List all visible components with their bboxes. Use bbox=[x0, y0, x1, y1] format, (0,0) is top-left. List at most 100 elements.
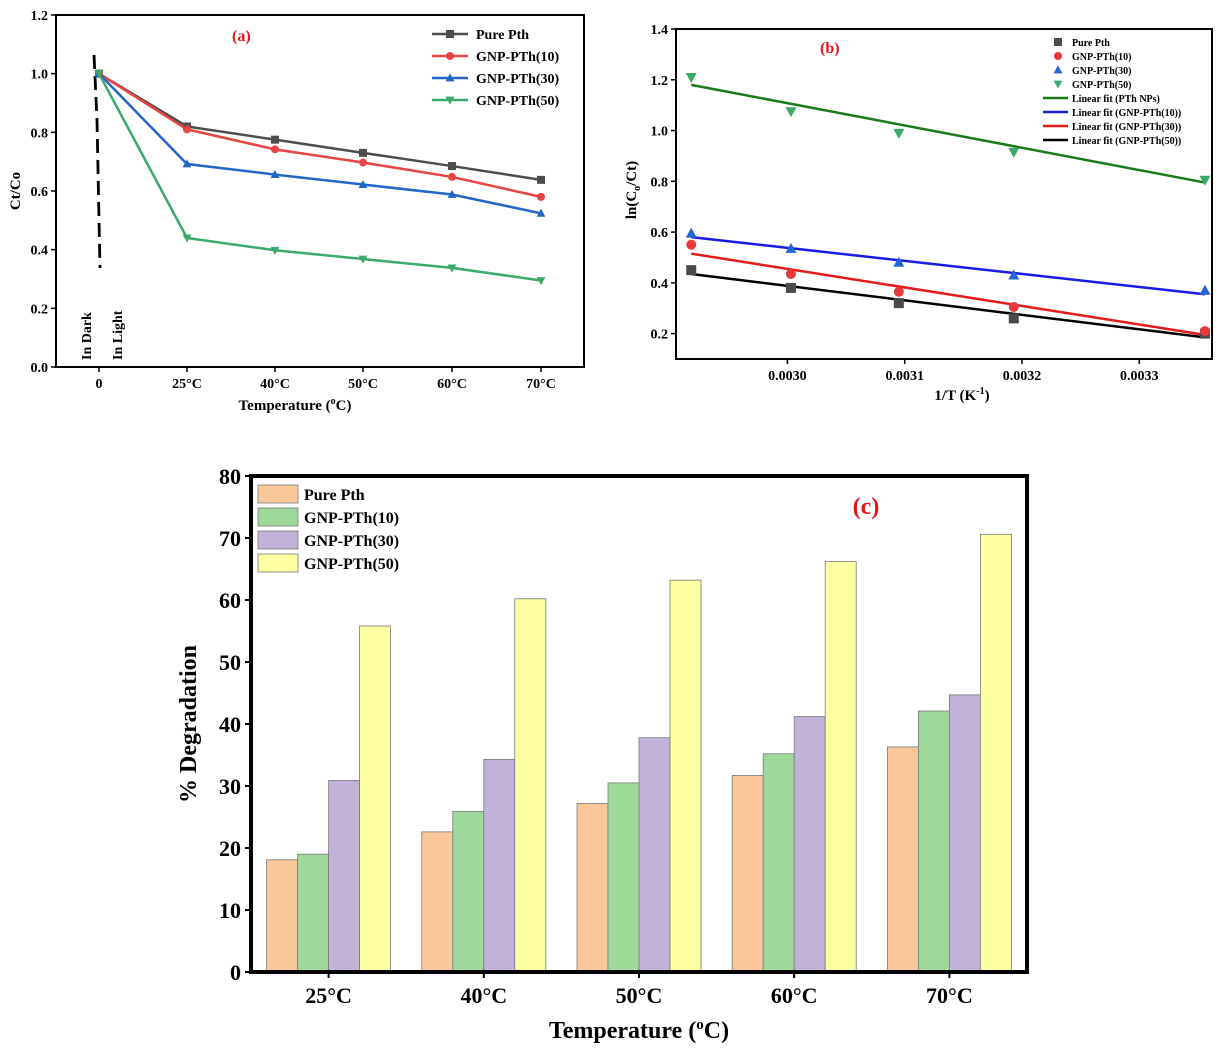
y-tick-label-c: 10 bbox=[219, 898, 241, 923]
y-tick-label-c: 0 bbox=[230, 960, 241, 985]
legend-label: Linear fit (GNP-PTh(10)) bbox=[1072, 108, 1181, 119]
legend-label: GNP-PTh(10) bbox=[1072, 52, 1131, 63]
data-point bbox=[685, 72, 697, 83]
y-tick-label-c: 70 bbox=[219, 526, 241, 551]
y-tick-label-a: 1.0 bbox=[31, 68, 49, 83]
bar-gnp-pth-50 bbox=[824, 561, 857, 973]
y-tick-label-b: 1.2 bbox=[651, 74, 669, 89]
bar-gnp-pth-30 bbox=[638, 737, 671, 973]
y-tick-label-c: 80 bbox=[219, 464, 241, 489]
x-axis-title-a: Temperature (oC) bbox=[239, 396, 352, 414]
bar-gnp-pth-10 bbox=[297, 853, 330, 973]
x-tick-label-a: 50°C bbox=[348, 377, 378, 392]
data-point bbox=[448, 162, 456, 171]
bar-gnp-pth-50 bbox=[514, 598, 547, 973]
series-a-gnp-pth-30 bbox=[94, 69, 546, 217]
data-point bbox=[359, 148, 367, 157]
bar-gnp-pth-10 bbox=[452, 811, 485, 973]
bar-pure-pth bbox=[731, 775, 764, 973]
data-point bbox=[1199, 326, 1210, 337]
data-point bbox=[893, 128, 905, 139]
series-line bbox=[97, 73, 542, 282]
legend-marker bbox=[1054, 38, 1062, 46]
y-axis-title-b: ln(Co/Ct) bbox=[624, 161, 643, 219]
data-point bbox=[686, 239, 697, 250]
series-line bbox=[98, 72, 542, 199]
panel-label-a: (a) bbox=[232, 28, 251, 45]
chart-b: 0.2 0.4 0.6 0.8 1.0 1.2 1.4 0.0030 0.0031 0.0032 0… bbox=[624, 23, 1213, 404]
data-point bbox=[447, 189, 457, 198]
data-point bbox=[358, 179, 368, 188]
data-point bbox=[536, 208, 546, 217]
x-tick-label-c: 40°C bbox=[460, 983, 507, 1008]
y-tick-label-b: 0.6 bbox=[651, 226, 669, 241]
legend-marker bbox=[1054, 52, 1062, 60]
y-tick-label-c: 30 bbox=[219, 774, 241, 799]
bar-gnp-pth-10 bbox=[607, 782, 640, 973]
legend-label: Linear fit (GNP-PTh(50)) bbox=[1072, 136, 1181, 147]
y-tick-label-c: 50 bbox=[219, 650, 241, 675]
fit-line-linear-fit-gnp-pth-50 bbox=[691, 272, 1206, 339]
data-point bbox=[893, 298, 904, 309]
bar-gnp-pth-30 bbox=[483, 758, 516, 973]
x-tick-label-a: 70°C bbox=[526, 377, 556, 392]
legend-a: Pure Pth GNP-PTh(10) GNP-PTh(30) GNP-PTh(50… bbox=[432, 28, 560, 109]
data-point bbox=[1008, 269, 1020, 280]
bar-gnp-pth-30 bbox=[949, 694, 981, 973]
legend-marker bbox=[445, 73, 455, 82]
legend-swatch bbox=[257, 530, 299, 550]
data-point bbox=[94, 70, 104, 79]
legend-label: Linear fit (PTh NPs) bbox=[1072, 94, 1160, 105]
data-point bbox=[785, 268, 796, 279]
legend-label: GNP-PTh(50) bbox=[476, 94, 560, 109]
x-tick-label-b: 0.0032 bbox=[1003, 369, 1042, 384]
fit-line-linear-fit-gnp-pth-10 bbox=[691, 235, 1206, 296]
data-point bbox=[271, 145, 279, 154]
bar-pure-pth bbox=[887, 746, 919, 973]
data-point bbox=[1199, 284, 1211, 295]
legend-swatch bbox=[257, 484, 299, 504]
series-a-gnp-pth-10 bbox=[95, 69, 545, 201]
panel-label-c: (c) bbox=[853, 494, 880, 520]
data-point bbox=[182, 159, 192, 168]
series-line bbox=[98, 72, 542, 215]
x-tick-label-b: 0.0030 bbox=[768, 369, 807, 384]
y-axis-title-c: % Degradation bbox=[176, 645, 202, 803]
data-point bbox=[271, 135, 279, 144]
data-point bbox=[359, 158, 367, 167]
y-tick-label-c: 20 bbox=[219, 836, 241, 861]
y-tick-label-a: 0.2 bbox=[31, 302, 49, 317]
y-tick-label-b: 0.2 bbox=[651, 328, 669, 343]
bar-gnp-pth-50 bbox=[980, 533, 1012, 973]
data-point bbox=[182, 234, 192, 243]
series-line bbox=[98, 72, 542, 182]
x-tick-label-b: 0.0033 bbox=[1120, 369, 1159, 384]
chart-c: 0 10 20 30 40 50 60 70 80 25°C 40°C 50°C 60°C 70°C Tem… bbox=[176, 464, 1029, 1044]
x-axis-title-c: Temperature (oC) bbox=[549, 1017, 729, 1044]
y-tick-label-b: 1.0 bbox=[651, 125, 669, 140]
data-point bbox=[785, 282, 796, 293]
x-tick-label-c: 60°C bbox=[771, 983, 818, 1008]
fit-line-linear-fit-gnp-pth-30 bbox=[691, 252, 1206, 337]
data-point bbox=[536, 277, 546, 286]
plot-frame-c bbox=[249, 474, 1029, 974]
data-point bbox=[1008, 147, 1020, 158]
legend-marker bbox=[446, 30, 454, 38]
legend-marker bbox=[446, 52, 454, 60]
y-tick-label-c: 60 bbox=[219, 588, 241, 613]
x-tick-label-a: 40°C bbox=[260, 377, 290, 392]
data-point bbox=[447, 264, 457, 273]
data-point bbox=[1008, 301, 1019, 312]
legend-b: Pure Pth GNP-PTh(10) GNP-PTh(30) GNP-PTh(50… bbox=[1043, 38, 1181, 147]
legend-label: GNP-PTh(30) bbox=[1072, 66, 1131, 77]
series-a-gnp-pth-50 bbox=[94, 70, 546, 286]
legend-marker bbox=[1053, 65, 1063, 74]
legend-label: GNP-PTh(50) bbox=[304, 556, 399, 573]
series-b-gnp-pth-30 bbox=[685, 227, 1211, 295]
legend-label: GNP-PTh(50) bbox=[1072, 80, 1131, 91]
x-tick-label-b: 0.0031 bbox=[885, 369, 924, 384]
data-point bbox=[537, 192, 545, 201]
legend-swatch bbox=[257, 553, 299, 573]
bar-pure-pth bbox=[266, 859, 299, 973]
plot-frame-b bbox=[675, 28, 1213, 360]
